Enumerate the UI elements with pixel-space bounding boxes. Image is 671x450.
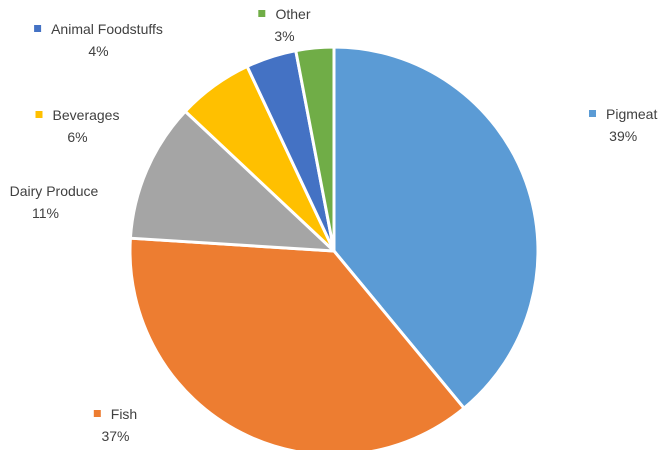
legend-marker [93,410,101,417]
data-label-fish: Fish 37% [93,406,137,444]
data-label-category: Fish [111,406,137,422]
data-label-category: Pigmeat [606,106,657,122]
pie-slice-fish [128,236,466,450]
data-label-category: Animal Foodstuffs [51,21,163,37]
data-label-other: Other 3% [258,6,311,44]
data-label-percent: 39% [609,128,637,144]
legend-marker [34,25,42,32]
data-label-category: Other [275,6,310,22]
legend-marker [258,10,266,17]
data-label-pigmeat: Pigmeat 39% [589,106,657,144]
pie-slice-other [294,45,336,253]
data-label-percent: 37% [101,428,129,444]
data-label-percent: 3% [274,28,294,44]
legend-marker [589,110,596,117]
data-label-beverages: Beverages 6% [35,107,120,145]
data-label-category: Beverages [53,107,120,123]
legend-marker [35,111,43,118]
pie-slice-pigmeat [332,45,540,410]
data-label-dairy-produce: Dairy Produce 11% [10,183,99,221]
data-label-percent: 6% [67,129,87,145]
data-label-animal-foodstuffs: Animal Foodstuffs 4% [34,21,163,59]
pie-slice-dairy-produce [128,109,336,253]
pie-slices [128,45,540,450]
data-label-percent: 4% [88,43,108,59]
pie-labels: Pigmeat 39% Fish 37% Dairy Produce 11% Beverag… [10,6,658,444]
data-label-category: Dairy Produce [10,183,99,199]
data-label-percent: 11% [32,205,59,221]
